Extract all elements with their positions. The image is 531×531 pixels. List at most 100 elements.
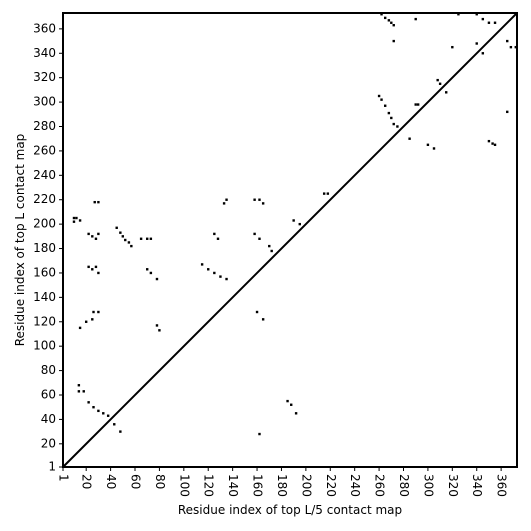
contact-point (78, 326, 82, 330)
contact-point (380, 98, 383, 101)
contact-point (493, 143, 497, 147)
contact-point (158, 329, 161, 332)
contact-point (225, 198, 228, 201)
contact-point (493, 21, 497, 24)
x-tick-label: 320 (446, 474, 460, 497)
x-tick-label: 100 (177, 474, 191, 497)
y-tick-label: 360 (33, 21, 56, 35)
contact-point (72, 216, 76, 220)
contact-point (445, 91, 448, 94)
y-tick-label: 80 (41, 363, 56, 377)
contact-point (390, 21, 393, 24)
x-tick-label: 200 (299, 474, 313, 497)
x-tick-label: 60 (129, 474, 143, 489)
contact-point (258, 198, 261, 201)
contact-point (432, 147, 436, 150)
contact-point (475, 42, 478, 45)
y-tick-label: 1 (48, 460, 56, 474)
contact-point (225, 277, 228, 281)
contact-point (115, 226, 118, 229)
x-tick-label: 180 (275, 474, 289, 497)
plot-frame (62, 12, 518, 468)
x-axis-label: Residue index of top L/5 contact map (178, 503, 402, 517)
contact-point (481, 17, 485, 21)
contact-point (258, 237, 261, 240)
x-tick-label: 140 (226, 474, 240, 497)
y-tick-label: 300 (33, 95, 56, 109)
contact-point (408, 137, 411, 140)
contact-point (121, 235, 125, 238)
contact-point (75, 216, 78, 220)
y-tick-label: 120 (33, 314, 56, 328)
x-tick-label: 340 (470, 474, 484, 497)
y-tick-label: 100 (33, 339, 56, 353)
contact-point (92, 310, 95, 314)
contact-point (97, 310, 100, 314)
contact-point (155, 277, 159, 281)
contact-point (94, 265, 98, 269)
contact-point (326, 192, 330, 195)
contact-point (113, 423, 116, 426)
contact-point (146, 268, 149, 271)
contact-point (219, 275, 222, 278)
x-tick-label: 360 (495, 474, 509, 497)
contact-point (119, 231, 122, 234)
contact-point (91, 235, 94, 238)
contact-point (102, 412, 105, 415)
contact-point (475, 13, 478, 16)
contact-point (292, 219, 295, 222)
contact-point (78, 219, 82, 222)
contact-point (130, 244, 133, 248)
contact-point (94, 237, 98, 240)
contact-point (298, 222, 301, 226)
y-tick-label: 60 (41, 387, 56, 401)
contact-point (77, 390, 81, 393)
contact-point (383, 104, 387, 107)
y-tick-label: 180 (33, 241, 56, 255)
contact-point (82, 390, 85, 393)
contact-point (451, 45, 454, 49)
contact-point (106, 414, 110, 417)
contact-point (506, 39, 509, 43)
contact-point (457, 13, 460, 16)
contact-point (77, 384, 81, 387)
x-tick-label: 20 (80, 474, 94, 489)
x-tick-label: 80 (153, 474, 167, 489)
contact-point (87, 265, 90, 269)
contact-point (509, 45, 513, 49)
contact-point (149, 271, 153, 275)
contact-point (270, 249, 273, 253)
x-tick-label: 160 (251, 474, 265, 497)
contact-point (414, 103, 417, 106)
contact-point (487, 139, 491, 143)
contact-point (487, 21, 491, 24)
contact-point (72, 220, 76, 223)
contact-point (387, 19, 391, 22)
contact-point (481, 52, 485, 55)
contact-point (149, 237, 153, 240)
y-tick-label: 240 (33, 168, 56, 182)
contact-point (392, 39, 395, 43)
x-tick-label: 1 (57, 474, 71, 482)
contact-point (294, 412, 298, 415)
contact-point (222, 202, 226, 205)
contact-point (216, 237, 220, 240)
contact-point (506, 110, 509, 114)
x-tick-label: 300 (421, 474, 435, 497)
contact-point (97, 271, 100, 275)
contact-point (387, 111, 391, 115)
contact-point (139, 237, 143, 240)
y-tick-label: 20 (41, 436, 56, 450)
contact-point (322, 192, 326, 195)
contact-point (207, 268, 210, 271)
contact-point (213, 232, 216, 236)
diagonal (62, 12, 518, 468)
contact-point (97, 200, 100, 204)
contact-point (87, 232, 90, 236)
contact-point (155, 324, 159, 327)
contact-point (253, 198, 256, 201)
contact-point (91, 268, 94, 271)
contact-point (416, 103, 420, 106)
